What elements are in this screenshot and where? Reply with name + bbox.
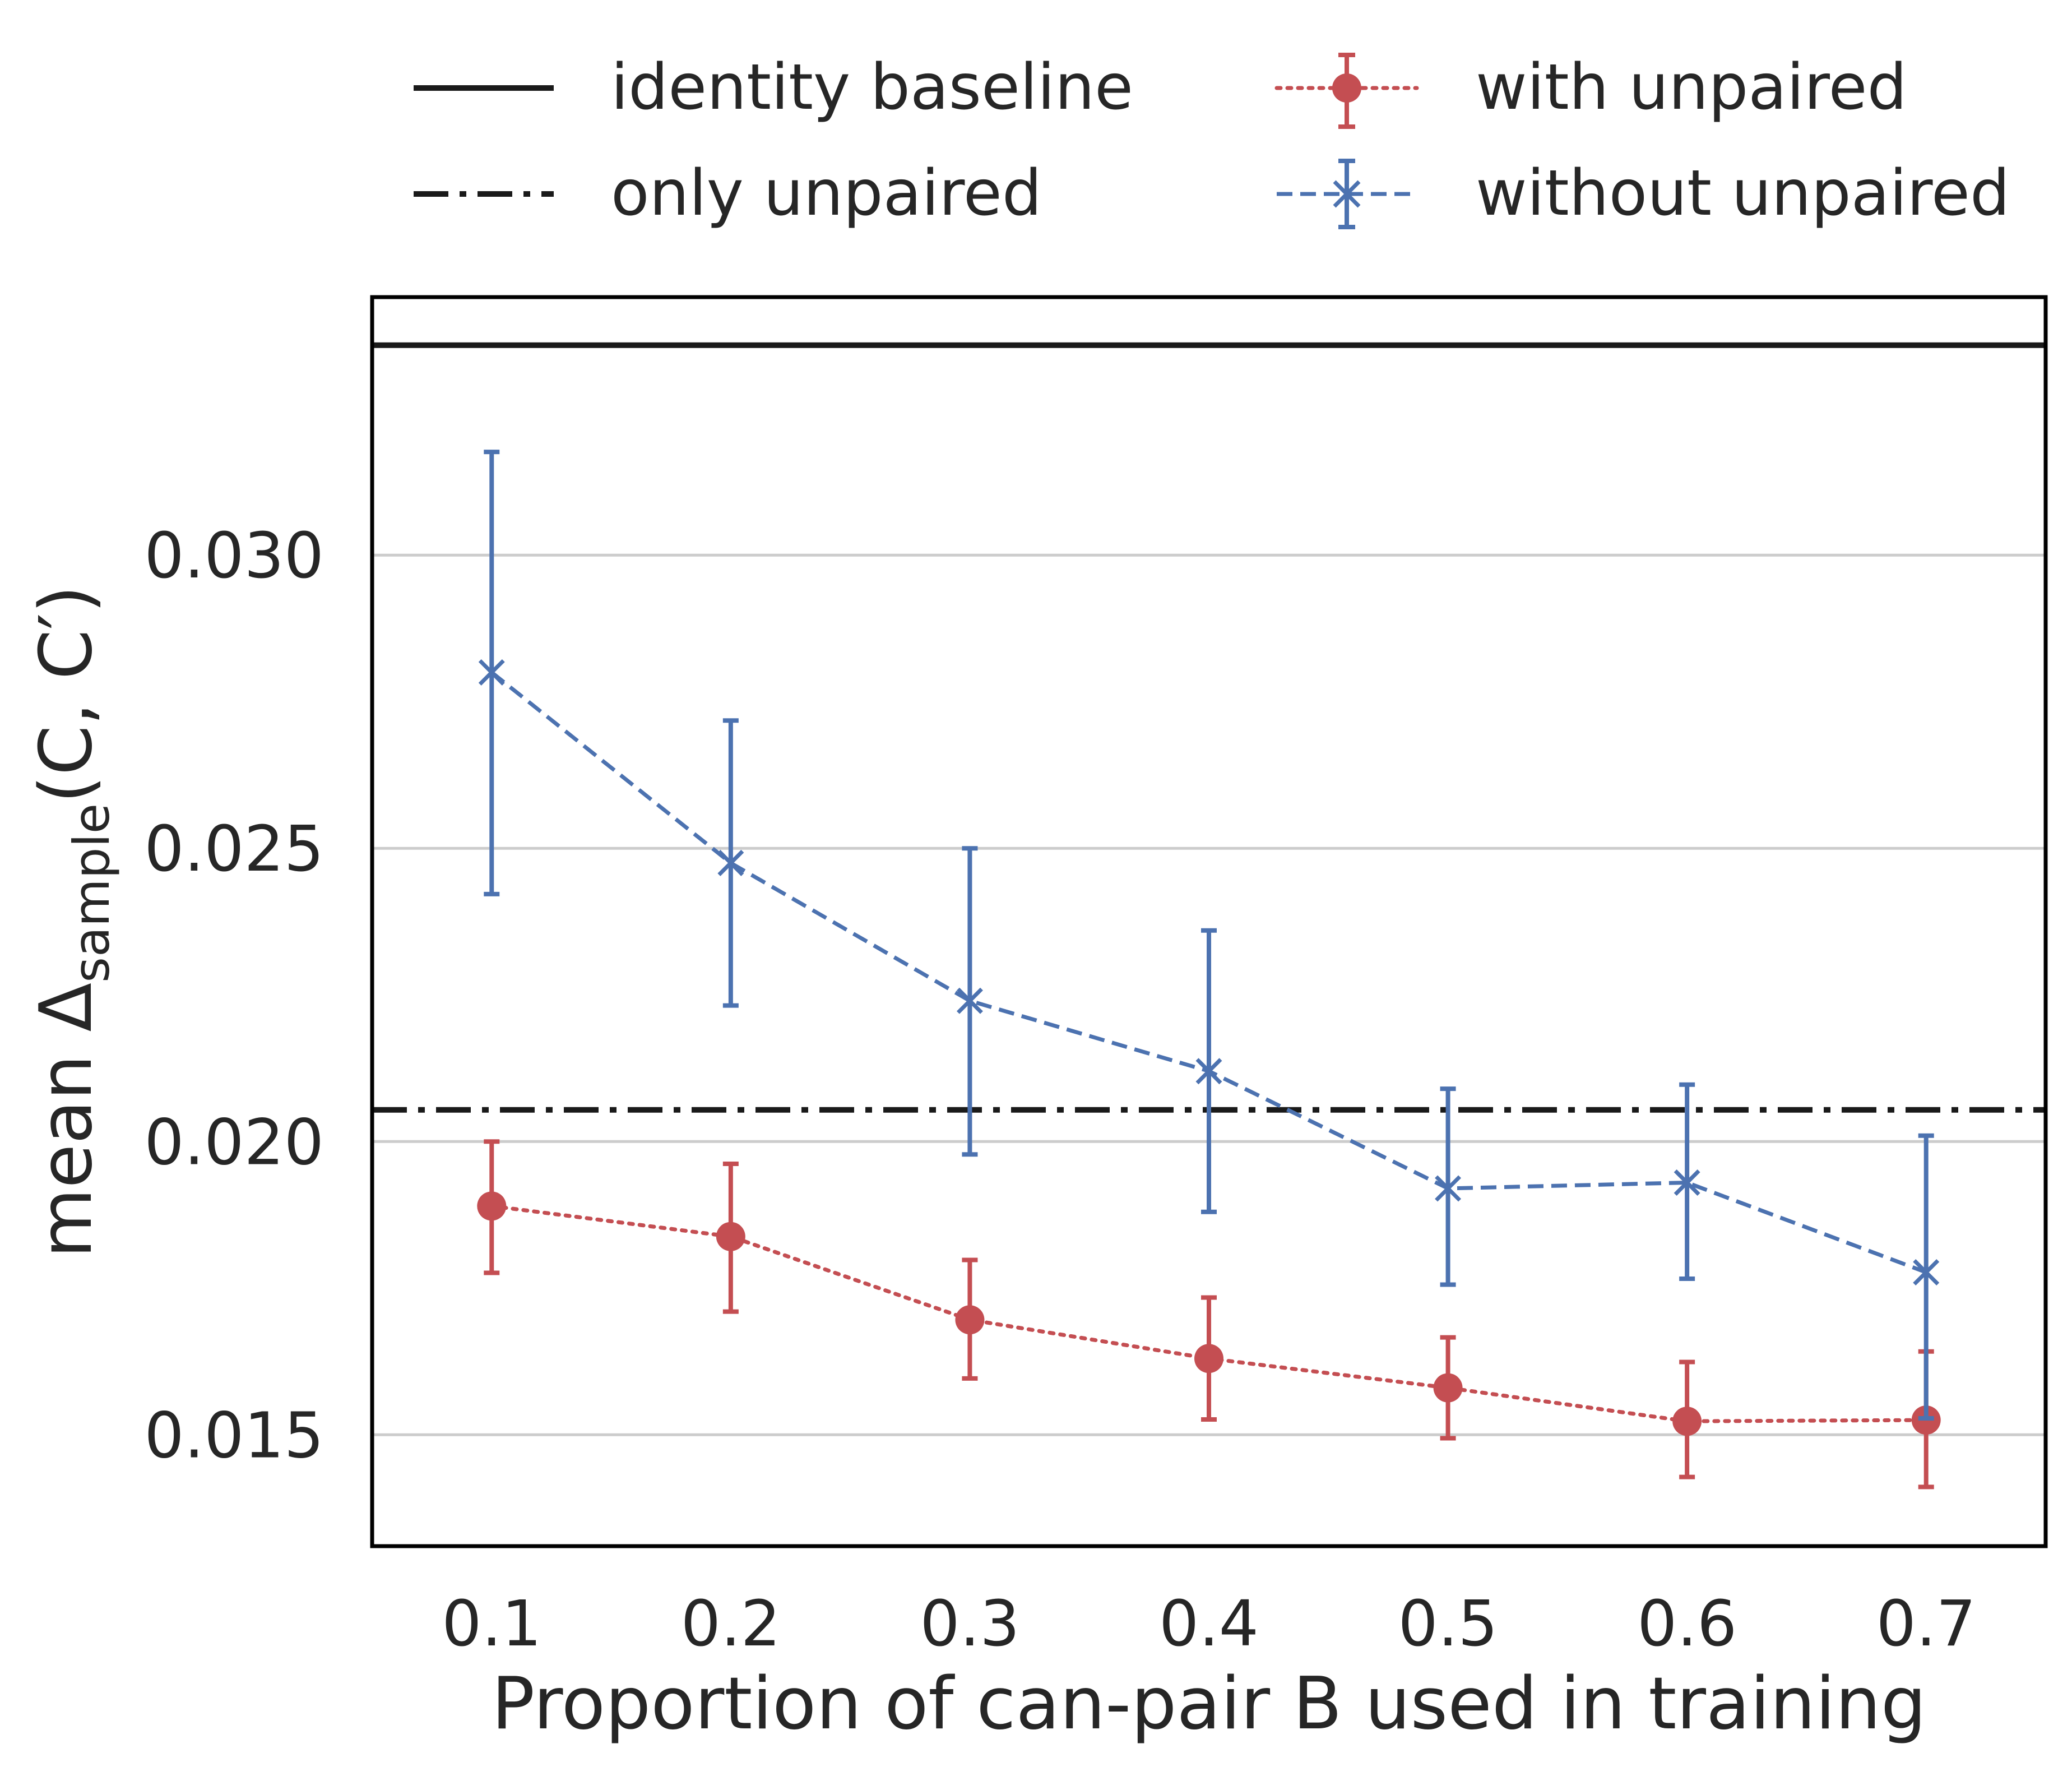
y-axis-label-suffix: (C, C′) [25, 585, 108, 803]
y-tick-label: 0.015 [144, 1399, 324, 1472]
gridlines [372, 553, 2046, 1436]
legend-item-only-unpaired: only unpaired [414, 157, 1042, 230]
x-tick-label: 0.6 [1637, 1588, 1737, 1661]
x-axis-ticks: 0.1 0.2 0.3 0.4 0.5 0.6 0.7 [442, 1588, 1976, 1661]
data-point [717, 849, 744, 876]
series [477, 450, 1941, 1490]
series-with-unpaired [477, 1139, 1941, 1490]
legend-label-only-unpaired: only unpaired [611, 157, 1042, 230]
series-without-unpaired [478, 450, 1940, 1421]
data-point [478, 659, 505, 686]
x-tick-label: 0.5 [1398, 1588, 1498, 1661]
x-tick-label: 0.3 [920, 1588, 1019, 1661]
y-tick-label: 0.020 [144, 1106, 324, 1179]
legend-label-without-unpaired: without unpaired [1476, 157, 2010, 230]
legend-marker-without-unpaired [1333, 180, 1361, 208]
x-tick-label: 0.4 [1159, 1588, 1259, 1661]
data-point [956, 987, 983, 1014]
data-point [1672, 1407, 1702, 1436]
y-tick-label: 0.030 [144, 520, 324, 593]
y-axis-label-prefix: mean Δ [25, 983, 108, 1258]
x-axis-label: Proportion of can-pair B used in trainin… [492, 1662, 1926, 1746]
data-point [1913, 1259, 1940, 1285]
data-point [1433, 1373, 1463, 1403]
plot-frame [370, 295, 2048, 1548]
data-point [477, 1191, 507, 1221]
y-tick-label: 0.025 [144, 813, 324, 886]
data-point [1195, 1058, 1222, 1085]
legend-marker-with-unpaired [1332, 73, 1361, 103]
y-axis-label: mean Δsample(C, C′) [25, 585, 120, 1258]
legend-item-identity-baseline: identity baseline [414, 51, 1133, 124]
data-point [1674, 1169, 1700, 1196]
legend-label-with-unpaired: with unpaired [1476, 51, 1907, 124]
data-point [955, 1305, 985, 1335]
y-axis-ticks: 0.015 0.020 0.025 0.030 [144, 520, 324, 1472]
x-tick-label: 0.2 [681, 1588, 781, 1661]
y-axis-label-subscript: sample [63, 803, 120, 983]
x-tick-label: 0.1 [442, 1588, 541, 1661]
legend-label-identity-baseline: identity baseline [611, 51, 1133, 124]
data-point [1435, 1175, 1462, 1202]
data-point [1194, 1344, 1223, 1373]
legend: identity baseline only unpaired with unp… [414, 51, 2010, 230]
data-point [716, 1222, 745, 1251]
x-tick-label: 0.7 [1876, 1588, 1976, 1661]
legend-item-without-unpaired: without unpaired [1277, 157, 2010, 230]
legend-item-with-unpaired: with unpaired [1274, 51, 1907, 129]
